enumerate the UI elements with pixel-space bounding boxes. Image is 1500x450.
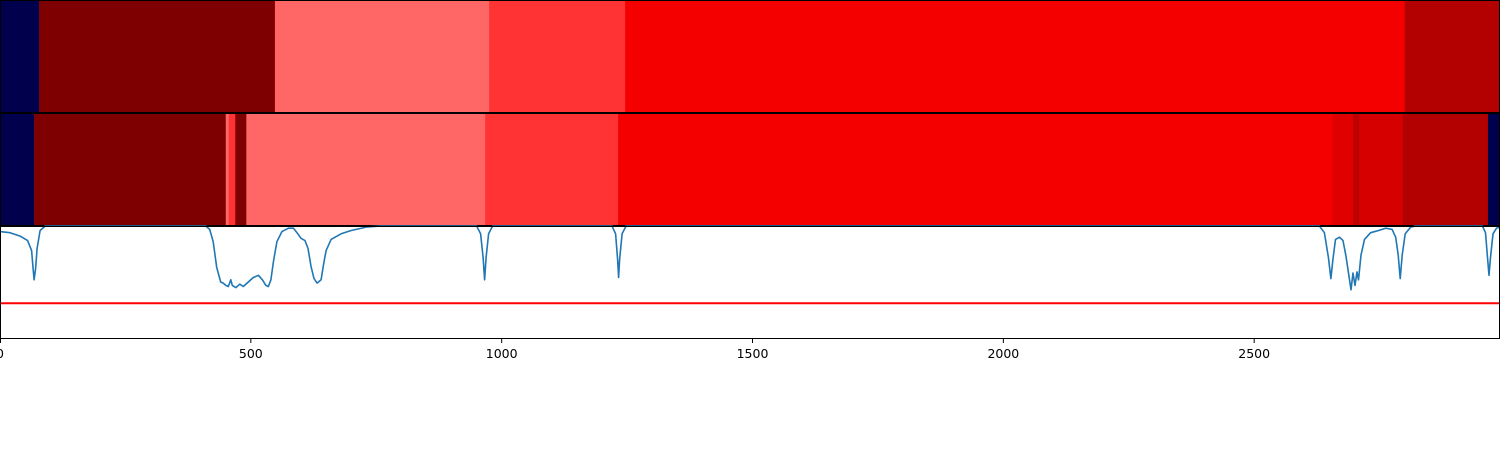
x-tick-label-5: 2500 [1238, 346, 1270, 361]
x-tick-label-0: 0 [0, 346, 4, 361]
curve-panel-background [0, 226, 1500, 338]
segment-r2-9 [1332, 113, 1354, 226]
segment-r2-12 [1402, 113, 1489, 226]
segment-row-1 [0, 0, 1500, 113]
segment-r2-13 [1487, 113, 1500, 226]
segment-r1-2 [39, 0, 276, 113]
segment-r1-3 [274, 0, 490, 113]
segment-r1-6 [1404, 0, 1500, 113]
segment-r2-2 [34, 113, 227, 226]
segment-r2-10 [1353, 113, 1360, 226]
segment-r2-8 [618, 113, 1333, 226]
segment-r1-5 [625, 0, 1405, 113]
segment-r2-1 [0, 113, 35, 226]
segment-r1-4 [489, 0, 626, 113]
segment-r2-7 [485, 113, 619, 226]
segment-r2-3 [225, 113, 230, 226]
segment-r1-1 [0, 0, 40, 113]
segment-r2-4 [228, 113, 236, 226]
segment-r2-5 [235, 113, 247, 226]
curve-panel [0, 225, 1500, 339]
segment-row-2 [0, 113, 1500, 226]
x-axis: 0 500 1000 1500 2000 2500 [0, 338, 1270, 361]
x-tick-label-1: 500 [239, 346, 263, 361]
x-tick-label-4: 2000 [987, 346, 1019, 361]
x-tick-label-2: 1000 [486, 346, 518, 361]
x-tick-label-3: 1500 [737, 346, 769, 361]
segment-r2-6 [246, 113, 486, 226]
segment-r2-11 [1359, 113, 1403, 226]
